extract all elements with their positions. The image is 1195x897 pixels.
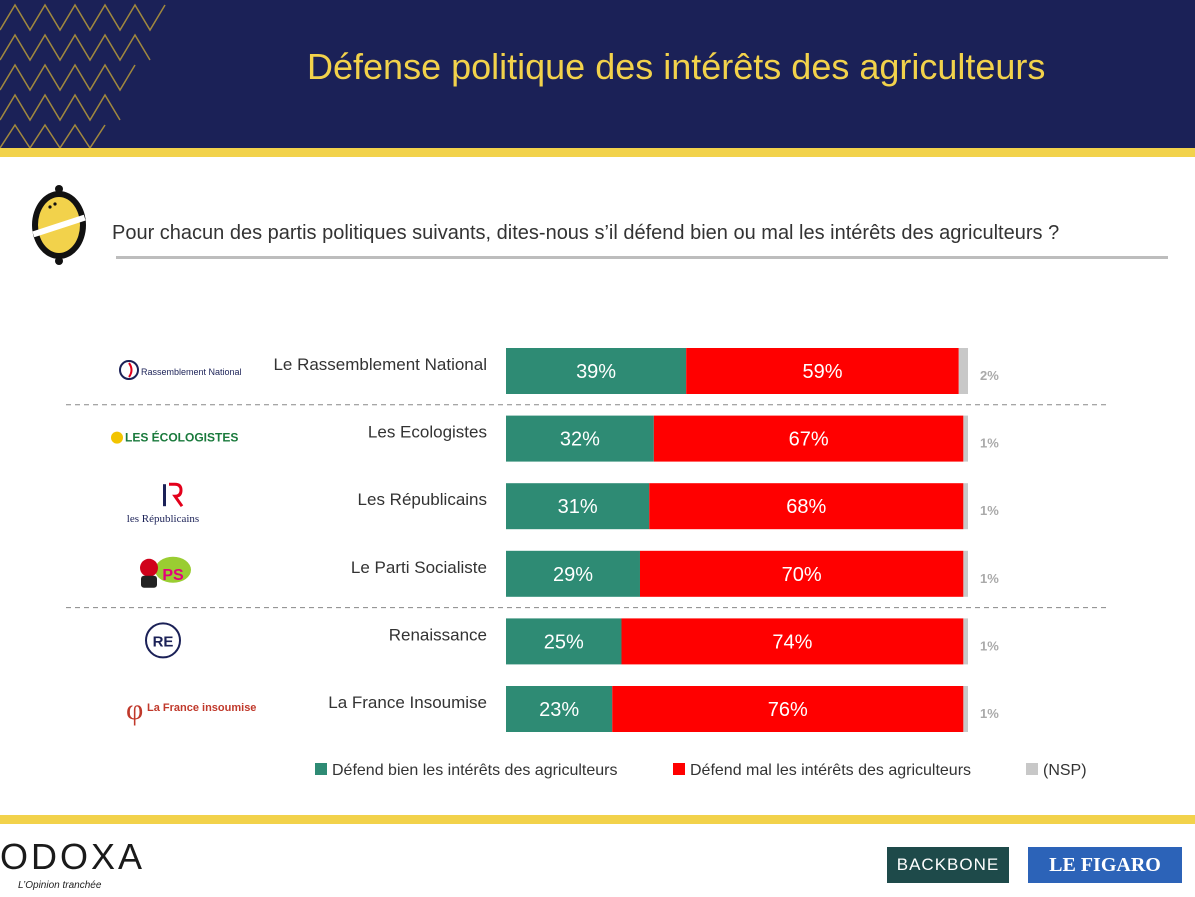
header-stripe <box>0 148 1195 157</box>
category-label: Le Rassemblement National <box>273 355 487 374</box>
ps-fist <box>141 575 157 588</box>
data-label-bien: 29% <box>553 564 593 586</box>
data-label-bien: 39% <box>576 361 616 383</box>
bar-bien <box>506 686 613 732</box>
sunflower <box>111 431 123 444</box>
bar-mal <box>649 483 964 530</box>
re-circle <box>145 622 181 659</box>
data-label-nsp: 1% <box>980 638 999 653</box>
bar-bien <box>506 348 687 394</box>
rn-flame-icon: Rassemblement National <box>119 360 242 380</box>
data-label-mal: 74% <box>772 631 812 653</box>
bar-nsp <box>958 348 968 394</box>
category-label: Les Ecologistes <box>368 423 487 442</box>
legend-swatch <box>315 763 327 775</box>
lr-bar-blue <box>163 484 166 507</box>
backbone-logo: BACKBONE <box>887 847 1009 883</box>
legend-label: (NSP) <box>1043 762 1087 779</box>
lfi-logo-text: La France insoumise <box>147 702 256 714</box>
bar-nsp <box>963 686 968 732</box>
odoxa-tagline: L’Opinion tranchée <box>18 880 102 891</box>
bar-nsp <box>963 415 968 462</box>
category-label: La France Insoumise <box>328 693 487 712</box>
ecologistes-sunflower-icon: LES ÉCOLOGISTES <box>111 430 238 445</box>
data-label-mal: 67% <box>789 429 829 451</box>
ecologistes-logo-text: LES ÉCOLOGISTES <box>125 430 238 445</box>
bar-mal <box>639 550 964 597</box>
category-label: Les Républicains <box>358 490 487 509</box>
header-banner: Défense politique des intérêts des agric… <box>0 0 1195 148</box>
rn-flame-red <box>128 362 133 378</box>
bar-bien <box>506 415 654 462</box>
data-label-nsp: 2% <box>980 368 999 383</box>
stacked-bar-chart: 39% 59% 2% Le Rassemblement National Rassemb… <box>66 348 1110 779</box>
data-label-mal: 68% <box>786 496 826 518</box>
figaro-logo: LE FIGARO <box>1028 847 1182 883</box>
lr-logo-text: les Républicains <box>127 513 199 525</box>
bar-mal <box>612 686 964 732</box>
bar-nsp <box>963 550 968 597</box>
data-label-mal: 76% <box>768 699 808 721</box>
legend-swatch <box>1026 763 1038 775</box>
bar-mal <box>686 348 959 394</box>
footer-stripe <box>0 815 1195 824</box>
bar-mal <box>653 415 964 462</box>
data-label-nsp: 1% <box>980 706 999 721</box>
category-label: Le Parti Socialiste <box>351 558 487 577</box>
rn-logo-text: Rassemblement National <box>141 367 242 377</box>
bar-nsp <box>963 618 968 665</box>
ps-leaf <box>155 556 191 583</box>
ps-logo-text: PS <box>162 567 184 584</box>
data-label-bien: 23% <box>539 699 579 721</box>
page-title: Défense politique des intérêts des agric… <box>307 46 1046 87</box>
legend-label: Défend mal les intérêts des agriculteurs <box>690 762 971 779</box>
bar-mal <box>621 618 964 665</box>
lr-logo-icon: les Républicains <box>127 482 199 525</box>
chevron-pattern-icon <box>0 3 166 148</box>
odoxa-lemon-icon <box>32 185 86 265</box>
data-label-bien: 25% <box>544 631 584 653</box>
bar-bien <box>506 483 650 530</box>
question-text: Pour chacun des partis politiques suivan… <box>112 222 1060 244</box>
data-label-bien: 32% <box>560 429 600 451</box>
lr-r-red <box>169 482 184 508</box>
lfi-phi-icon: φ La France insoumise <box>126 693 256 726</box>
question-underline <box>116 256 1168 259</box>
ps-rose <box>140 558 158 577</box>
data-label-bien: 31% <box>558 496 598 518</box>
data-label-nsp: 1% <box>980 436 999 451</box>
data-label-mal: 70% <box>782 564 822 586</box>
bar-nsp <box>963 483 968 530</box>
data-label-nsp: 1% <box>980 571 999 586</box>
odoxa-logo: ODOXA <box>0 836 146 877</box>
re-logo-text: RE <box>153 633 174 650</box>
legend-swatch <box>673 763 685 775</box>
ps-rose-icon: PS <box>140 556 191 588</box>
bar-bien <box>506 550 640 597</box>
data-label-nsp: 1% <box>980 503 999 518</box>
category-label: Renaissance <box>389 625 487 644</box>
rn-flame-blue <box>119 360 139 380</box>
legend-label: Défend bien les intérêts des agriculteur… <box>332 762 618 779</box>
renaissance-logo-icon: RE <box>145 622 181 659</box>
data-label-mal: 59% <box>802 361 842 383</box>
bar-bien <box>506 618 622 665</box>
lfi-phi: φ <box>126 693 143 726</box>
